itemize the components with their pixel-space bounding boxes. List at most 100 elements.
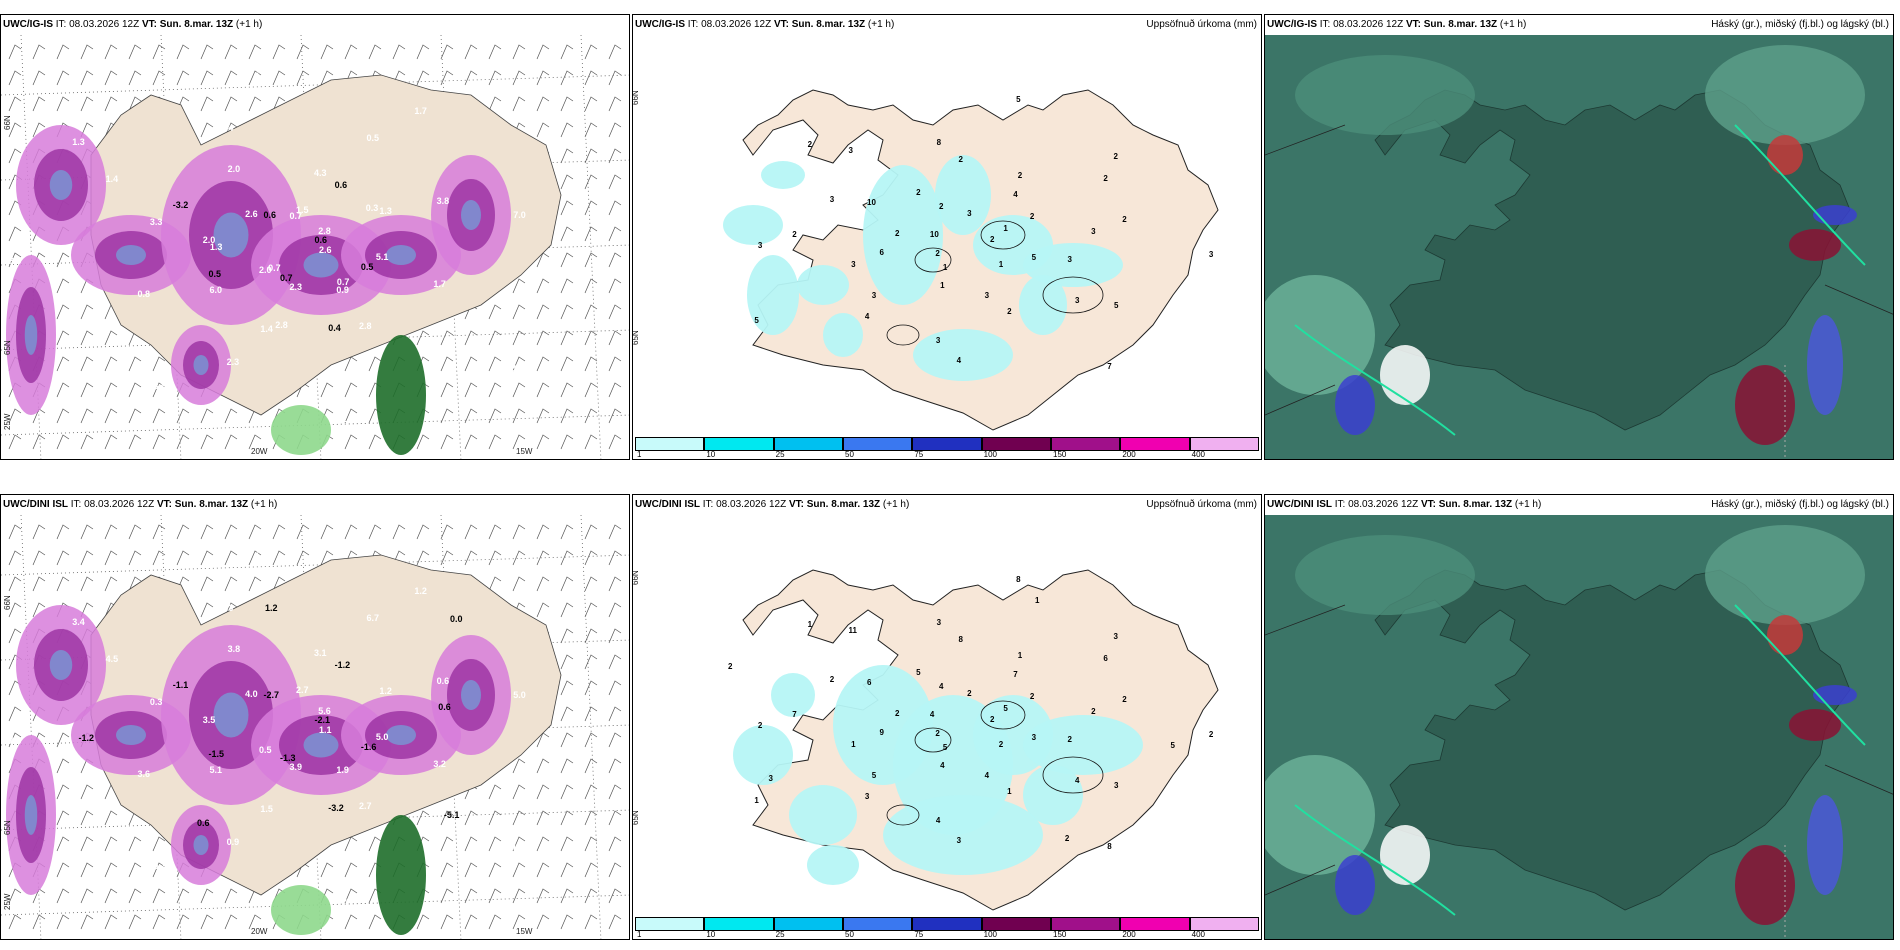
temp-value-label: -1.6 — [360, 741, 377, 752]
temp-value-label: 1.0 — [352, 372, 365, 383]
accum-value-label: 3 — [757, 241, 763, 251]
precip-area — [771, 673, 815, 717]
accum-value-label: 2 — [895, 708, 900, 718]
temp-value-label: 2.7 — [359, 801, 372, 812]
panel-2: UWC/IG-IS IT: 08.03.2026 12Z VT: Sun. 8.… — [632, 14, 1262, 460]
colorbar-tick-label: 75 — [914, 450, 924, 459]
temp-value-label: -1.3 — [279, 753, 296, 764]
accum-value-label: 2 — [727, 662, 733, 672]
temp-value-label: 6.7 — [366, 612, 380, 623]
temp-value-label: 5.6 — [318, 705, 331, 716]
temp-value-label: 0.3 — [365, 203, 379, 214]
colorbar-swatch — [635, 917, 705, 931]
accum-value-label: 1 — [940, 281, 945, 291]
colorbar-tick-label: 100 — [983, 930, 998, 939]
accum-value-label: 2 — [807, 139, 813, 149]
accum-value-label: 2 — [935, 248, 940, 258]
cloud-map — [1265, 35, 1893, 459]
accum-value-label: 2 — [1208, 729, 1214, 739]
precip-area — [935, 155, 991, 235]
temp-value-label: 0.5 — [366, 132, 380, 143]
temp-precip-map: 2.6 2.0 1.5 0.9 2.0 1.3 1.4 2.0 1.7 0.8 0.5 1.0 1.4 7… — [1, 35, 629, 459]
temp-value-label: 0.8 — [137, 289, 151, 300]
precip-area — [761, 161, 805, 189]
colorbar-swatch — [1189, 917, 1259, 931]
colorbar: 1 10 25 50 75 100 150 200 400 — [635, 917, 1259, 939]
colorbar-tick-label: 100 — [983, 450, 998, 459]
colorbar-swatch — [1051, 437, 1121, 451]
colorbar-tick-label: 150 — [1053, 930, 1067, 939]
accum-value-label: 3 — [851, 260, 856, 270]
colorbar-swatch — [704, 437, 774, 451]
accum-precip-map: 2 2 3 1 2 2 1 2 3 3 2 2 3 2 4 8 5 3 2 4 2 3 5 5 7 10 1 1 2 5 6 4 3 10 3 3 2 3… — [633, 35, 1261, 459]
accum-value-label: 1 — [1034, 596, 1040, 606]
axis-label: 15W — [516, 447, 533, 456]
accum-value-label: 1 — [807, 619, 813, 629]
glacier-outline — [1042, 756, 1104, 794]
land-area — [1374, 89, 1851, 431]
precip-area — [1019, 275, 1067, 335]
lat-label: 65N — [633, 330, 640, 345]
colorbar-swatch — [912, 917, 982, 931]
temp-value-label: 3.6 — [478, 307, 491, 318]
temp-value-label: 2.0 — [227, 163, 241, 174]
axis-label: 15W — [516, 927, 533, 936]
temp-value-label: -2.7 — [263, 689, 280, 700]
panel-title: Háský (gr.), miðský (fj.bl.) og lágský (… — [1711, 19, 1889, 30]
accum-value-label: 2 — [757, 721, 763, 731]
accum-value-label: 8 — [1107, 842, 1112, 852]
temp-value-label: 5.1 — [209, 765, 222, 776]
colorbar-tick-label: 200 — [1122, 450, 1136, 459]
temp-value-label: 0.0 — [449, 613, 463, 624]
temp-value-label: 7.0 — [513, 209, 526, 220]
accum-value-label: 6 — [1103, 653, 1108, 663]
map-svg — [1265, 515, 1893, 939]
glacier-outline — [914, 727, 952, 753]
temp-value-label: 0.7 — [336, 276, 350, 287]
temp-value-label: -2.1 — [314, 714, 331, 725]
panel-1: UWC/IG-IS IT: 08.03.2026 12Z VT: Sun. 8.… — [0, 14, 630, 460]
map-svg — [1265, 35, 1893, 459]
temp-value-label: 3.6 — [153, 381, 167, 392]
accum-value-label: 3 — [1067, 254, 1072, 264]
temp-value-label: 2.3 — [289, 282, 302, 293]
temp-value-label: 2.3 — [226, 357, 240, 368]
temp-value-label: 5.1 — [375, 251, 389, 262]
temp-value-label: -1.2 — [334, 660, 351, 671]
accum-value-label: 10 — [929, 229, 939, 239]
colorbar-swatch — [773, 917, 843, 931]
temp-value-label: 3.3 — [149, 216, 163, 227]
colorbar-tick-label: 25 — [775, 450, 785, 459]
panel-header: UWC/DINI ISL IT: 08.03.2026 12Z VT: Sun.… — [3, 499, 278, 510]
temp-value-label: 4.3 — [254, 551, 267, 562]
cloud-map — [1265, 515, 1893, 939]
temp-value-label: 1.3 — [220, 602, 234, 613]
accum-value-label: 1 — [1017, 650, 1023, 660]
accum-value-label: 2 — [935, 728, 940, 738]
colorbar-tick-label: 200 — [1122, 930, 1136, 939]
panel-header: UWC/IG-IS IT: 08.03.2026 12Z VT: Sun. 8.… — [3, 19, 263, 30]
glacier-outline — [980, 700, 1026, 730]
accum-value-label: 3 — [1091, 227, 1096, 237]
panel-title: Uppsöfnuð úrkoma (mm) — [1146, 19, 1257, 30]
accum-value-label: 4 — [929, 709, 935, 719]
temp-value-label: -1.1 — [172, 679, 189, 690]
temp-value-label: -1.5 — [208, 748, 224, 759]
accum-value-label: 3 — [871, 291, 877, 301]
accum-value-label: 10 — [867, 197, 876, 207]
temp-value-label: 2.2 — [341, 414, 355, 425]
temp-value-label: 7.0 — [9, 736, 22, 747]
colorbar-tick-label: 10 — [706, 930, 716, 939]
accum-value-label: 9 — [879, 728, 884, 738]
temp-value-label: 2.6 — [319, 245, 332, 255]
temp-value-label: 0.7 — [279, 273, 293, 284]
temp-value-label: 0.6 — [197, 818, 210, 829]
colorbar-tick-label: 25 — [775, 930, 785, 939]
temp-value-label: 5.3 — [153, 861, 167, 872]
accum-value-label: 2 — [1029, 212, 1035, 222]
temp-value-label: 3.8 — [227, 643, 241, 654]
accum-value-label: 4 — [864, 311, 870, 321]
temp-value-label: 3.4 — [72, 617, 85, 628]
panel-5: UWC/DINI ISL IT: 08.03.2026 12Z VT: Sun.… — [632, 494, 1262, 940]
temp-value-label: 1.7 — [414, 105, 427, 116]
